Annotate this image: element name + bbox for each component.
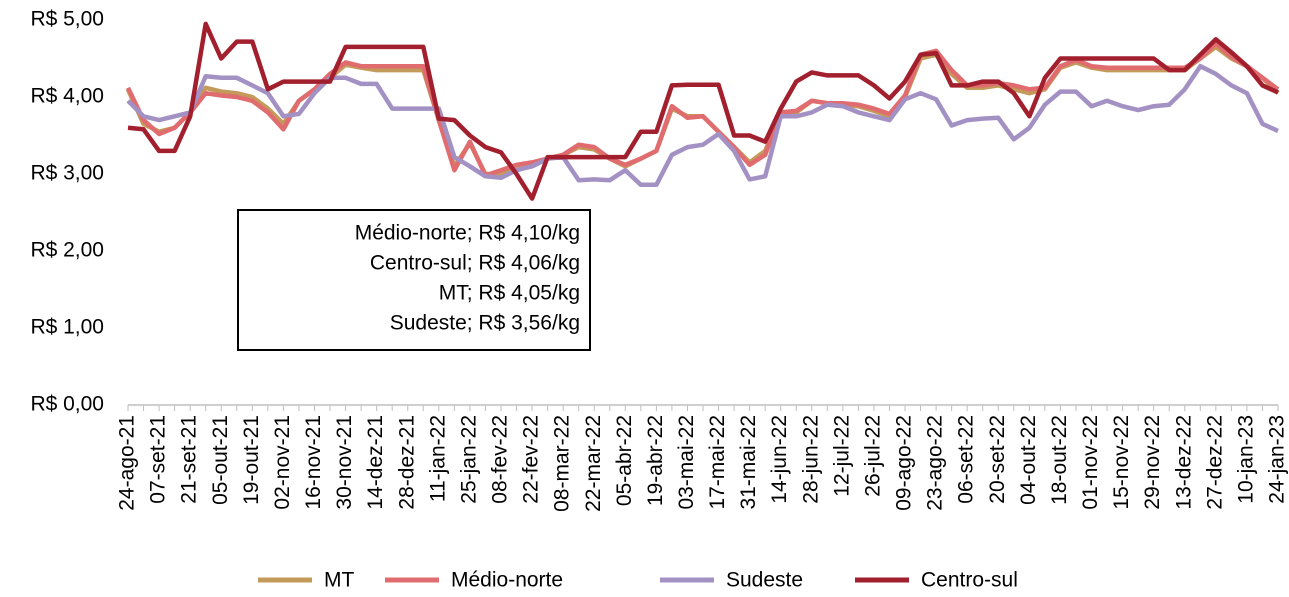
series-line	[127, 21, 1279, 201]
series-line	[126, 63, 1279, 188]
y-tick-label: R$ 2,00	[30, 239, 104, 262]
x-tick-label: 31-mai-22	[737, 415, 760, 510]
legend-label: Médio-norte	[451, 569, 563, 592]
legend-label: Centro-sul	[921, 569, 1018, 592]
x-tick-label: 20-set-22	[986, 415, 1009, 504]
x-tick-label: 01-nov-22	[1079, 415, 1102, 510]
x-tick-label: 22-fev-22	[520, 415, 543, 504]
x-tick-label: 08-mar-22	[551, 415, 574, 512]
y-tick-label: R$ 4,00	[30, 85, 104, 108]
x-tick-label: 17-mai-22	[706, 415, 729, 510]
x-tick-label: 19-out-21	[240, 415, 263, 505]
x-tick-label: 27-dez-22	[1203, 415, 1226, 510]
annotation: Centro-sul; R$ 4,06/kg	[370, 252, 580, 275]
legend-label: Sudeste	[726, 569, 803, 592]
x-tick-label: 12-jul-22	[830, 415, 853, 497]
x-tick-label: 06-set-22	[955, 415, 978, 504]
x-tick-label: 23-ago-22	[924, 415, 947, 511]
x-tick-label: 05-abr-22	[613, 415, 636, 506]
x-tick-label: 21-set-21	[178, 415, 201, 504]
x-tick-label: 28-dez-21	[395, 415, 418, 510]
x-tick-label: 02-nov-21	[271, 415, 294, 510]
annotation: Médio-norte; R$ 4,10/kg	[355, 222, 580, 245]
x-tick-label: 19-abr-22	[644, 415, 667, 506]
y-tick-label: R$ 5,00	[30, 8, 104, 31]
x-tick-label: 30-nov-21	[333, 415, 356, 510]
x-tick-label: 09-ago-22	[893, 415, 916, 511]
legend-label: MT	[324, 569, 354, 592]
x-tick-label: 13-dez-22	[1172, 415, 1195, 510]
x-tick-label: 28-jun-22	[799, 415, 822, 504]
x-tick-label: 03-mai-22	[675, 415, 698, 510]
y-tick-label: R$ 3,00	[30, 162, 104, 185]
x-tick-label: 18-out-22	[1048, 415, 1071, 505]
x-tick-label: 24-ago-21	[116, 415, 139, 511]
x-tick-label: 14-dez-21	[364, 415, 387, 510]
annotation: MT; R$ 4,05/kg	[439, 282, 580, 305]
x-tick-label: 08-fev-22	[489, 415, 512, 504]
x-tick-label: 07-set-21	[147, 415, 170, 504]
annotation: Sudeste; R$ 3,56/kg	[390, 312, 580, 335]
x-tick-label: 24-jan-23	[1266, 415, 1289, 504]
y-tick-label: R$ 1,00	[30, 316, 104, 339]
x-tick-label: 04-out-22	[1017, 415, 1040, 505]
x-tick-label: 10-jan-23	[1234, 415, 1257, 504]
x-tick-label: 14-jun-22	[768, 415, 791, 504]
x-tick-label: 26-jul-22	[861, 415, 884, 497]
annotation-box	[237, 209, 591, 351]
x-tick-label: 22-mar-22	[582, 415, 605, 512]
x-tick-label: 05-out-21	[209, 415, 232, 505]
x-tick-label: 16-nov-21	[302, 415, 325, 510]
series-line	[125, 40, 1280, 178]
x-tick-label: 25-jan-22	[457, 415, 480, 504]
x-tick-label: 11-jan-22	[426, 415, 449, 502]
y-tick-label: R$ 0,00	[30, 393, 104, 416]
x-tick-label: 15-nov-22	[1110, 415, 1133, 510]
x-tick-label: 29-nov-22	[1141, 415, 1164, 510]
